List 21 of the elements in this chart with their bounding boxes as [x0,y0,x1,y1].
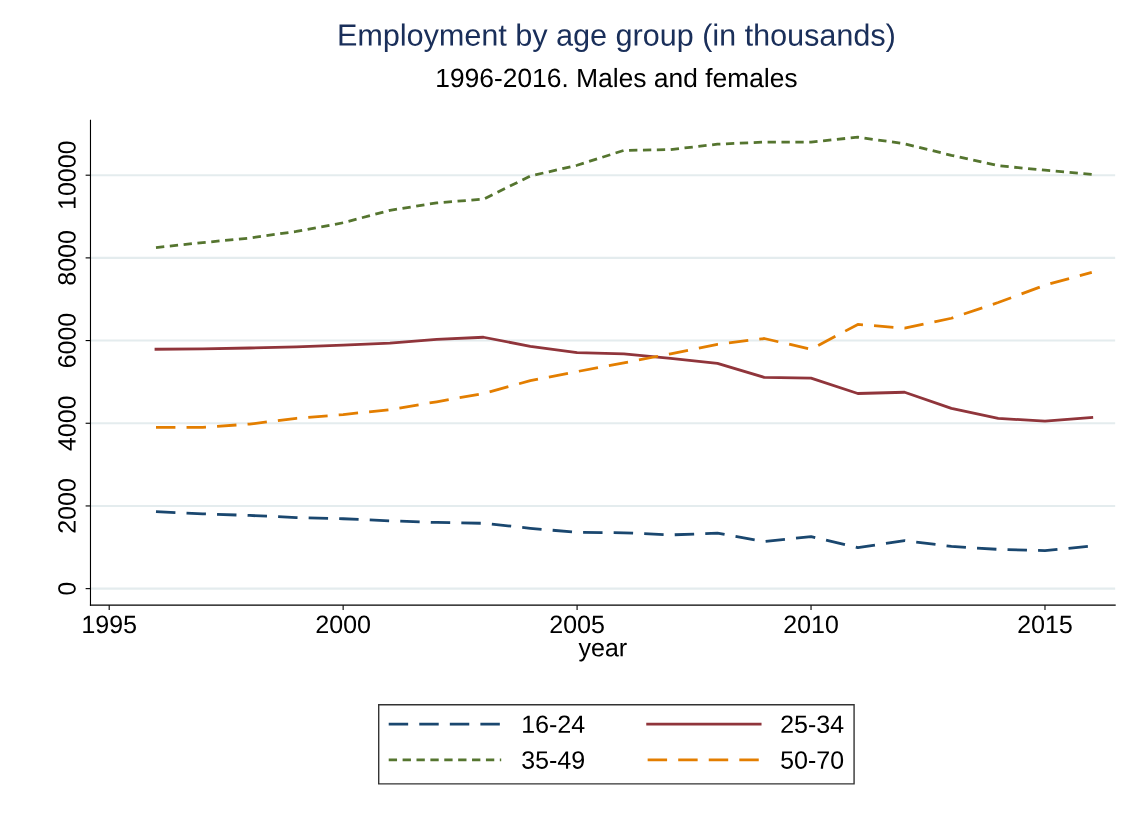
y-tick-label: 10000 [58,141,76,209]
legend-label: 50-70 [781,751,844,769]
y-tick-label: 6000 [58,313,76,368]
y-tick-label: 4000 [58,396,76,451]
x-tick-label: 2000 [316,615,370,634]
line-series [154,135,1094,249]
y-tick-label: 0 [58,582,76,595]
chart-subtitle: 1996-2016. Males and females [437,67,797,88]
y-tick-label: 8000 [58,231,76,285]
y-tick-label: 2000 [58,479,76,533]
legend-label: 16-24 [523,715,585,734]
line-series [154,270,1094,429]
x-tick-label: 2015 [1018,615,1072,634]
legend-label: 25-34 [781,715,844,734]
line-series [154,335,1094,423]
chart-title: Employment by age group (in thousands) [339,23,894,52]
x-tick-label: 2010 [784,615,838,634]
legend-label: 35-49 [522,751,584,769]
x-tick-label: 1995 [83,615,136,634]
x-tick-label: 2005 [550,615,604,634]
x-axis-title: year [578,642,627,662]
